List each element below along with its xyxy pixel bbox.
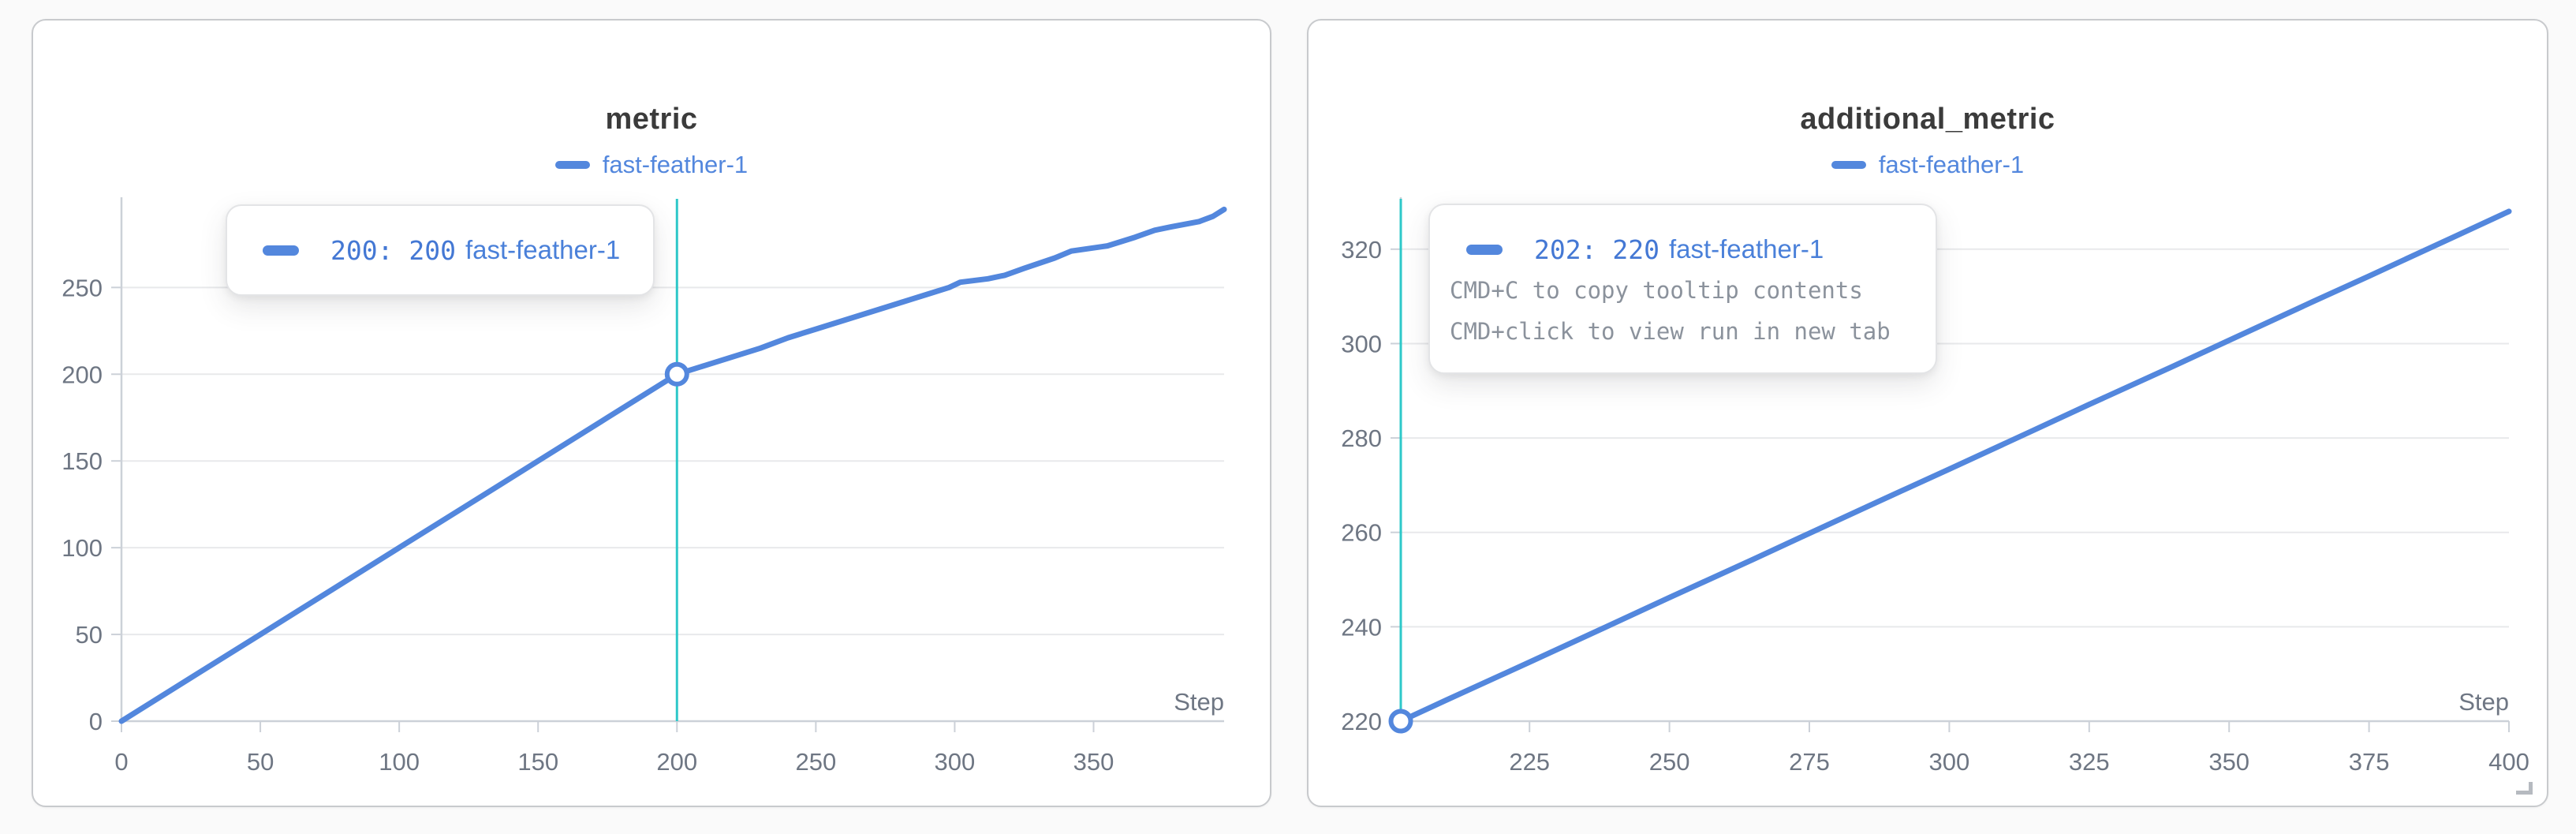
svg-text:50: 50 [247,748,274,776]
legend[interactable]: fast-feather-1 [1309,151,2547,179]
legend-run-label: fast-feather-1 [602,151,749,178]
svg-text:150: 150 [517,748,558,776]
svg-text:200: 200 [656,748,697,776]
tooltip-run-row[interactable]: 200: 200 fast-feather-1 [227,230,653,271]
tooltip-helper-open: CMD+click to view run in new tab [1450,318,1891,345]
svg-text:250: 250 [62,274,103,301]
svg-text:Step: Step [1174,688,1224,716]
svg-text:250: 250 [795,748,836,776]
legend-line-icon [1831,161,1866,169]
svg-text:260: 260 [1341,519,1382,547]
svg-text:300: 300 [1341,330,1382,357]
hover-tooltip: 202: 220 fast-feather-1 CMD+C to copy to… [1428,204,1937,374]
svg-text:150: 150 [62,447,103,475]
svg-text:300: 300 [1929,748,1970,776]
tooltip-step-value: 202: 220 [1534,234,1659,265]
tooltip-run-line-icon [263,245,299,256]
tooltip-step-value: 200: 200 [330,234,456,266]
svg-text:400: 400 [2488,748,2529,776]
svg-text:225: 225 [1509,748,1550,776]
svg-text:200: 200 [62,361,103,388]
tooltip-run-row[interactable]: 202: 220 fast-feather-1 [1430,229,1936,270]
tooltip-run-line-icon [1466,244,1503,255]
legend-run-label: fast-feather-1 [1878,151,2025,178]
svg-text:350: 350 [2208,748,2249,776]
svg-text:0: 0 [89,708,103,735]
panel-additional-metric: 220 240 260 280 300 320 225 250 275 300 325 350 375 4… [1307,19,2548,807]
svg-text:250: 250 [1649,748,1690,776]
svg-text:0: 0 [114,748,128,776]
svg-text:350: 350 [1073,748,1114,776]
svg-text:50: 50 [76,621,103,649]
panel-metric: 0 50 100 150 200 250 0 50 100 150 200 250 300 350 Step… [32,19,1271,807]
chart-title: additional_metric [1800,103,2055,136]
tooltip-run-name: fast-feather-1 [1668,234,1824,264]
svg-text:Step: Step [2458,688,2509,716]
svg-text:220: 220 [1341,708,1382,735]
svg-text:300: 300 [935,748,976,776]
hover-tooltip: 200: 200 fast-feather-1 [226,204,655,296]
svg-text:375: 375 [2349,748,2390,776]
tooltip-helper-copy: CMD+C to copy tooltip contents [1450,277,1863,304]
svg-text:280: 280 [1341,424,1382,452]
chart-title: metric [605,103,698,136]
panel-resize-handle[interactable] [2516,782,2533,795]
additional-metric-chart-plot[interactable]: 220 240 260 280 300 320 225 250 275 300 325 350 375 4… [1309,21,2547,805]
svg-text:100: 100 [379,748,420,776]
svg-text:320: 320 [1341,236,1382,264]
svg-text:275: 275 [1789,748,1830,776]
legend-line-icon [554,161,590,169]
svg-text:240: 240 [1341,613,1382,641]
legend[interactable]: fast-feather-1 [33,151,1270,179]
tooltip-run-name: fast-feather-1 [465,235,621,264]
metric-chart-plot[interactable]: 0 50 100 150 200 250 0 50 100 150 200 250 300 350 Step [33,21,1270,805]
svg-text:325: 325 [2069,748,2110,776]
svg-text:100: 100 [62,534,103,562]
